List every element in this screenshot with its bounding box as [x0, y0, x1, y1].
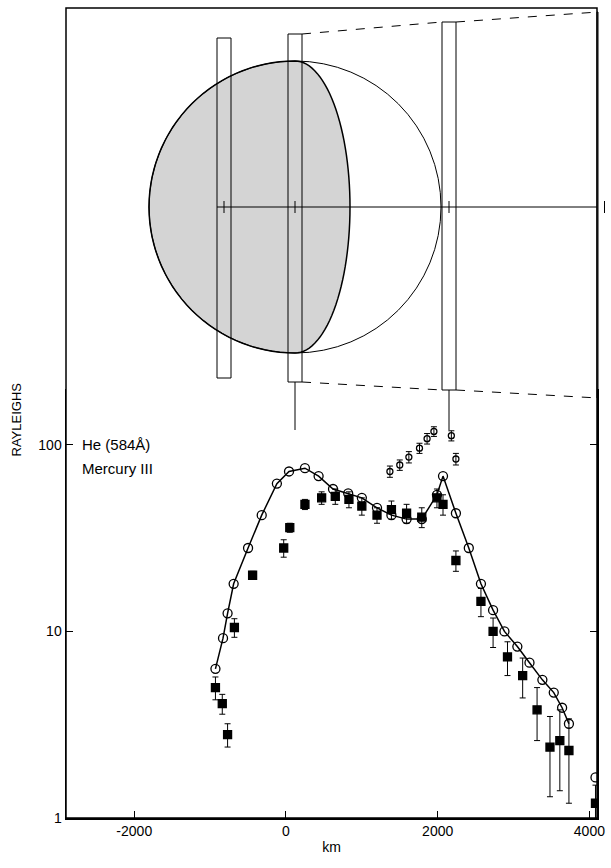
svg-text:4000: 4000	[574, 823, 605, 839]
svg-text:He (584Å): He (584Å)	[82, 436, 150, 453]
svg-text:10: 10	[46, 623, 62, 639]
svg-text:Mercury III: Mercury III	[82, 460, 153, 477]
svg-text:2000: 2000	[422, 823, 453, 839]
svg-text:0: 0	[282, 823, 290, 839]
svg-text:km: km	[322, 839, 341, 855]
svg-text:1: 1	[54, 810, 62, 826]
svg-text:RAYLEIGHS: RAYLEIGHS	[9, 383, 24, 457]
svg-text:100: 100	[38, 437, 62, 453]
svg-text:-2000: -2000	[116, 823, 152, 839]
